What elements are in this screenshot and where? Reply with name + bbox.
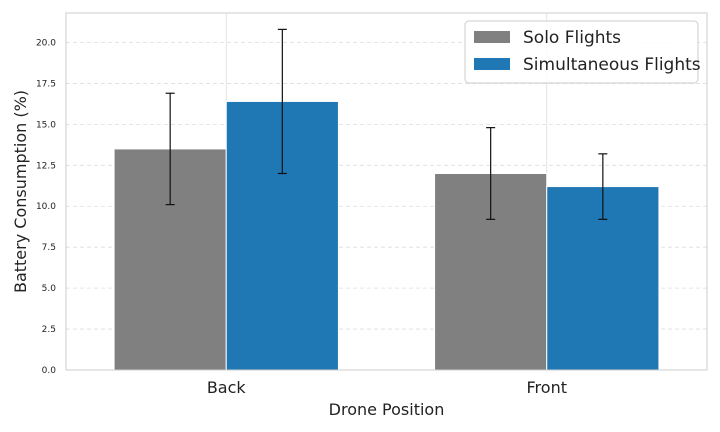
y-tick-label: 12.5 (36, 161, 56, 171)
error-bars (165, 28, 608, 220)
y-tick-label: 5.0 (42, 284, 57, 294)
y-tick-label: 20.0 (36, 38, 56, 48)
legend-swatch-simultaneous (474, 58, 510, 70)
y-axis-label: Battery Consumption (%) (11, 90, 30, 293)
legend-label-simultaneous: Simultaneous Flights (523, 55, 701, 75)
legend: Solo Flights Simultaneous Flights (464, 20, 701, 84)
y-tick-label: 7.5 (42, 243, 56, 253)
y-tick-label: 15.0 (36, 120, 56, 130)
legend-label-solo: Solo Flights (523, 28, 621, 48)
x-tick-label: Front (527, 378, 567, 397)
legend-box (464, 20, 699, 84)
y-tick-label: 2.5 (42, 325, 56, 335)
x-axis-ticks: Back Front (207, 378, 567, 397)
y-tick-label: 10.0 (36, 202, 56, 212)
x-axis-label: Drone Position (329, 400, 445, 419)
y-axis-ticks: 0.0 2.5 5.0 7.5 10.0 12.5 15.0 17.5 20.0 (36, 38, 56, 376)
y-tick-label: 0.0 (42, 366, 57, 376)
plot-border (65, 12, 708, 371)
y-tick-label: 17.5 (36, 79, 56, 89)
x-tick-label: Back (207, 378, 247, 397)
legend-swatch-solo (474, 31, 510, 43)
